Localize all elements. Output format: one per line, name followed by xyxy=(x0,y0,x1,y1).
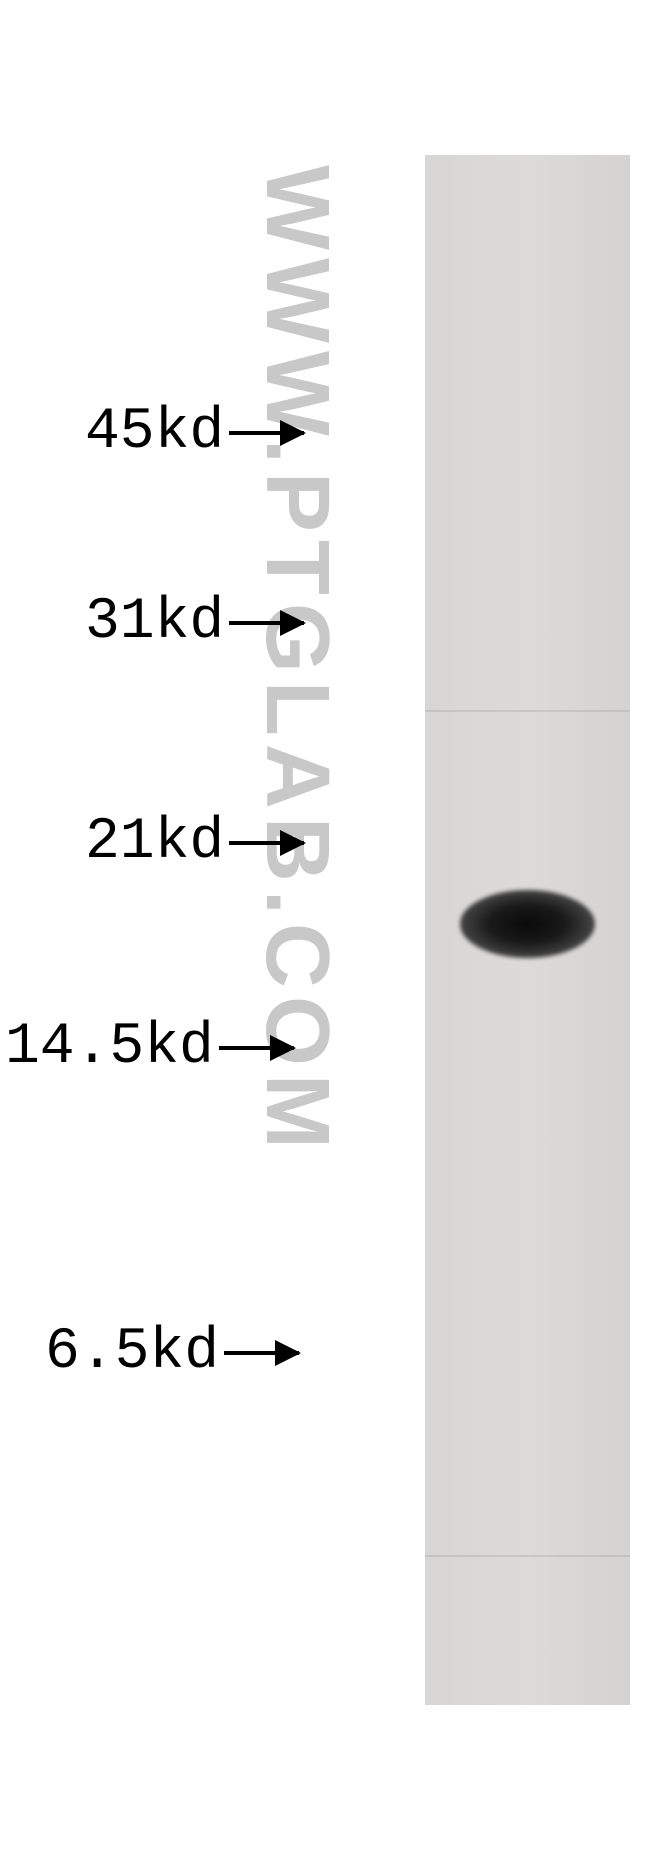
arrow-icon xyxy=(219,1046,294,1050)
arrow-icon xyxy=(229,841,304,845)
marker-label-text: 14.5kd xyxy=(5,1015,214,1080)
marker-31kd: 31kd xyxy=(85,590,304,655)
arrow-icon xyxy=(229,621,304,625)
marker-45kd: 45kd xyxy=(85,400,304,465)
faint-line xyxy=(425,1555,630,1557)
marker-21kd: 21kd xyxy=(85,810,304,875)
marker-label-text: 45kd xyxy=(85,400,224,465)
marker-label-text: 31kd xyxy=(85,590,224,655)
protein-band xyxy=(460,890,595,958)
marker-label-text: 6.5kd xyxy=(45,1320,219,1385)
marker-label-text: 21kd xyxy=(85,810,224,875)
blot-container: WWW.PTGLAB.COM 45kd 31kd 21kd 14.5kd 6.5… xyxy=(0,0,650,1855)
arrow-icon xyxy=(224,1351,299,1355)
watermark-text: WWW.PTGLAB.COM xyxy=(245,165,348,1157)
faint-line xyxy=(425,710,630,712)
marker-14-5kd: 14.5kd xyxy=(5,1015,294,1080)
blot-lane xyxy=(425,155,630,1705)
marker-6-5kd: 6.5kd xyxy=(45,1320,299,1385)
arrow-icon xyxy=(229,431,304,435)
